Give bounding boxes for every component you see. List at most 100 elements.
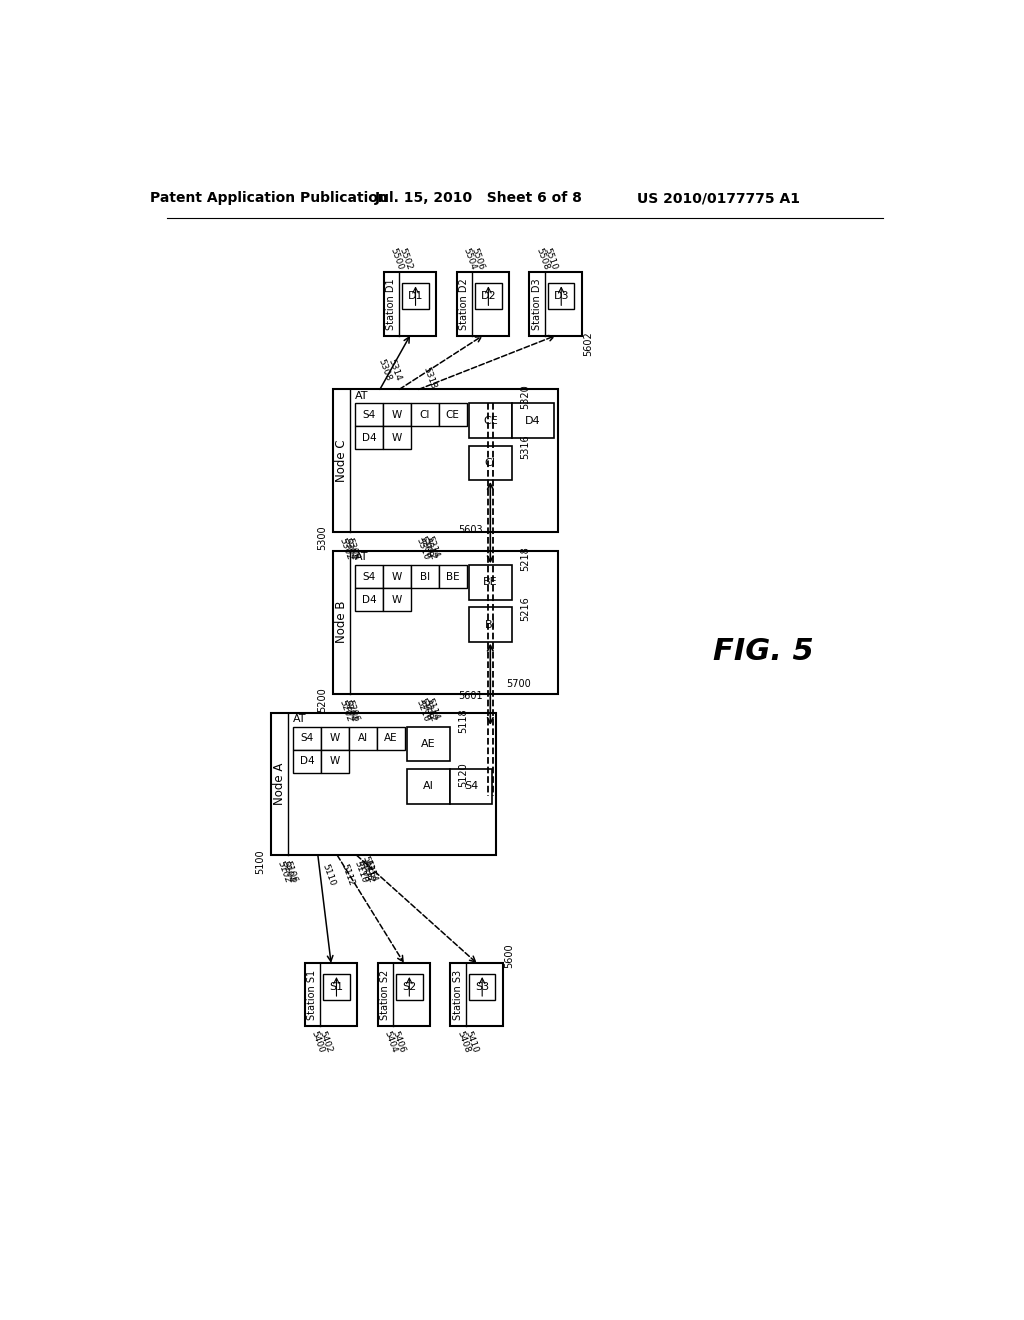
Text: CI: CI xyxy=(484,458,496,467)
Bar xyxy=(469,404,512,438)
Text: D2: D2 xyxy=(480,292,497,301)
Text: 5306: 5306 xyxy=(344,536,360,561)
Text: S1: S1 xyxy=(330,982,343,991)
Text: Station D3: Station D3 xyxy=(532,279,542,330)
Text: 5120: 5120 xyxy=(459,762,469,787)
Text: 5206: 5206 xyxy=(344,698,360,723)
Bar xyxy=(349,726,377,750)
Text: US 2010/0177775 A1: US 2010/0177775 A1 xyxy=(637,191,800,206)
Text: 5110: 5110 xyxy=(321,862,337,887)
Bar xyxy=(355,589,383,611)
Text: 5112: 5112 xyxy=(340,862,356,887)
Text: S4: S4 xyxy=(362,572,376,582)
Text: W: W xyxy=(330,756,340,767)
Text: 5108: 5108 xyxy=(417,697,433,721)
Text: W: W xyxy=(392,594,402,605)
Bar xyxy=(383,589,411,611)
Bar xyxy=(512,404,554,438)
Text: D4: D4 xyxy=(300,756,314,767)
Text: 5102: 5102 xyxy=(275,859,292,884)
Text: Station S1: Station S1 xyxy=(307,970,317,1019)
Text: AI: AI xyxy=(357,733,368,743)
Bar xyxy=(450,770,493,804)
Text: 5700: 5700 xyxy=(506,680,530,689)
Text: AT: AT xyxy=(354,391,368,400)
Text: 5212: 5212 xyxy=(422,698,438,723)
Text: 5603: 5603 xyxy=(458,525,482,536)
Text: 5510: 5510 xyxy=(543,246,559,271)
Text: 5100: 5100 xyxy=(256,849,265,874)
Text: D4: D4 xyxy=(361,594,377,605)
Text: CE: CE xyxy=(483,416,498,425)
Text: 5506: 5506 xyxy=(470,246,486,271)
Text: 5404: 5404 xyxy=(382,1030,398,1053)
Text: 5300: 5300 xyxy=(317,525,328,550)
Text: W: W xyxy=(330,733,340,743)
Text: W: W xyxy=(392,409,402,420)
Text: 5218: 5218 xyxy=(520,546,530,572)
Text: D4: D4 xyxy=(525,416,541,425)
Text: AT: AT xyxy=(354,552,368,562)
Text: S4: S4 xyxy=(300,733,313,743)
Text: 5106: 5106 xyxy=(283,859,299,884)
Text: Patent Application Publication: Patent Application Publication xyxy=(151,191,388,206)
Text: 5601: 5601 xyxy=(458,690,482,701)
Bar xyxy=(529,272,583,335)
Text: CI: CI xyxy=(420,409,430,420)
Bar xyxy=(383,404,411,426)
Bar xyxy=(469,974,496,1001)
Text: 5216: 5216 xyxy=(520,597,530,622)
Text: 5116: 5116 xyxy=(360,854,377,879)
Bar xyxy=(451,964,503,1026)
Text: CE: CE xyxy=(445,409,460,420)
Bar xyxy=(396,974,423,1001)
Bar xyxy=(324,974,349,1001)
Bar xyxy=(384,272,436,335)
Bar xyxy=(407,770,450,804)
Bar xyxy=(305,964,357,1026)
Text: BE: BE xyxy=(483,577,498,587)
Bar xyxy=(334,552,558,693)
Bar xyxy=(355,404,383,426)
Bar xyxy=(438,565,467,589)
Text: S3: S3 xyxy=(475,982,489,991)
Bar xyxy=(438,404,467,426)
Text: 5320: 5320 xyxy=(520,384,530,409)
Text: D4: D4 xyxy=(361,433,377,444)
Text: 5214: 5214 xyxy=(425,535,441,560)
Text: 5316: 5316 xyxy=(520,434,530,459)
Text: 5500: 5500 xyxy=(388,246,404,271)
Bar xyxy=(271,713,496,855)
Text: Node B: Node B xyxy=(336,601,348,643)
Bar xyxy=(378,964,430,1026)
Text: S2: S2 xyxy=(402,982,417,991)
Bar xyxy=(293,726,321,750)
Text: AT: AT xyxy=(293,714,306,723)
Text: D1: D1 xyxy=(408,292,423,301)
Text: AI: AI xyxy=(423,781,434,791)
Text: FIG. 5: FIG. 5 xyxy=(713,636,814,665)
Text: 5310: 5310 xyxy=(414,536,430,561)
Text: Station S2: Station S2 xyxy=(380,969,390,1020)
Text: 5312: 5312 xyxy=(422,536,438,561)
Text: 5202: 5202 xyxy=(337,698,353,723)
Bar xyxy=(321,750,349,774)
Text: 5200: 5200 xyxy=(317,688,328,711)
Text: Station D1: Station D1 xyxy=(386,279,396,330)
Text: 5204: 5204 xyxy=(341,698,357,723)
Bar xyxy=(548,284,574,309)
Bar xyxy=(334,389,558,532)
Text: 5112: 5112 xyxy=(359,859,376,884)
Text: S4: S4 xyxy=(464,781,478,791)
Text: 5402: 5402 xyxy=(317,1030,334,1053)
Text: 5108: 5108 xyxy=(355,858,372,883)
Text: BE: BE xyxy=(445,572,460,582)
Bar xyxy=(469,607,512,642)
Text: 5208: 5208 xyxy=(417,535,433,560)
Text: W: W xyxy=(392,433,402,444)
Bar xyxy=(469,446,512,480)
Text: Node A: Node A xyxy=(273,763,287,805)
Text: 5408: 5408 xyxy=(455,1030,471,1053)
Text: 5118: 5118 xyxy=(459,709,469,733)
Text: Node C: Node C xyxy=(336,440,348,482)
